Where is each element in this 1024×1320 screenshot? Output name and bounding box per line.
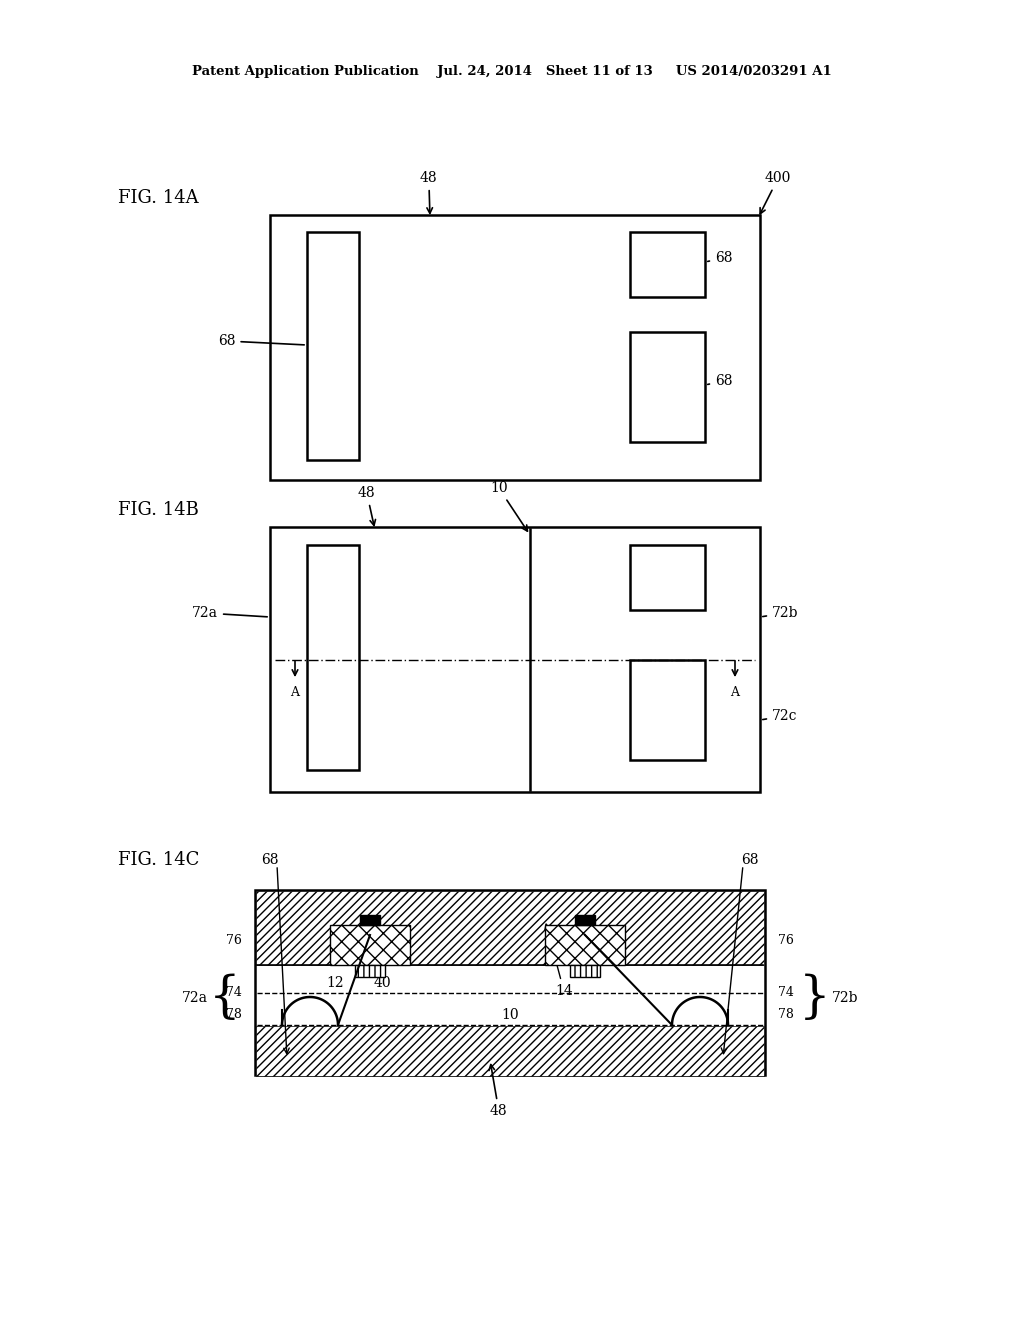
Text: 48: 48 — [420, 172, 437, 214]
Text: 74: 74 — [226, 986, 242, 999]
Bar — [575, 915, 595, 925]
Bar — [307, 545, 359, 770]
Text: 68: 68 — [741, 853, 759, 867]
Text: 78: 78 — [226, 1008, 242, 1022]
Text: FIG. 14B: FIG. 14B — [118, 502, 199, 519]
Bar — [307, 232, 359, 459]
Text: {: { — [209, 973, 241, 1023]
Text: A: A — [291, 685, 299, 698]
Text: 12: 12 — [327, 975, 344, 990]
Bar — [630, 660, 705, 760]
Text: 48: 48 — [358, 486, 376, 525]
Text: 14: 14 — [545, 924, 572, 998]
Bar — [256, 891, 764, 965]
Bar — [255, 890, 765, 1074]
Text: FIG. 14A: FIG. 14A — [118, 189, 199, 207]
Text: 72c: 72c — [763, 709, 798, 723]
Text: 68: 68 — [218, 334, 304, 348]
Bar — [270, 215, 760, 480]
Text: 72b: 72b — [763, 606, 799, 620]
Bar — [360, 915, 380, 925]
Bar — [630, 232, 705, 297]
Text: 10: 10 — [501, 1008, 519, 1022]
Text: Patent Application Publication    Jul. 24, 2014   Sheet 11 of 13     US 2014/020: Patent Application Publication Jul. 24, … — [193, 66, 831, 78]
Text: 72a: 72a — [182, 991, 208, 1005]
Bar — [270, 527, 760, 792]
Bar — [630, 545, 705, 610]
Text: 76: 76 — [778, 935, 794, 948]
Text: 72b: 72b — [831, 991, 858, 1005]
Text: 76: 76 — [226, 935, 242, 948]
Bar — [570, 965, 600, 977]
Bar — [355, 965, 385, 977]
Bar — [630, 333, 705, 442]
Bar — [330, 925, 410, 965]
Text: FIG. 14C: FIG. 14C — [118, 851, 200, 869]
Text: 40: 40 — [373, 975, 391, 990]
Bar — [256, 1026, 764, 1076]
Text: 68: 68 — [708, 251, 732, 265]
Text: 74: 74 — [778, 986, 794, 999]
Text: A: A — [730, 685, 739, 698]
Text: 10: 10 — [490, 480, 527, 531]
Bar — [545, 925, 625, 965]
Text: 68: 68 — [708, 374, 732, 388]
Text: 48: 48 — [489, 1064, 508, 1118]
Text: 72a: 72a — [193, 606, 267, 620]
Text: 78: 78 — [778, 1008, 794, 1022]
Text: 68: 68 — [261, 853, 279, 867]
Text: 400: 400 — [760, 172, 792, 214]
Text: }: } — [799, 973, 830, 1023]
